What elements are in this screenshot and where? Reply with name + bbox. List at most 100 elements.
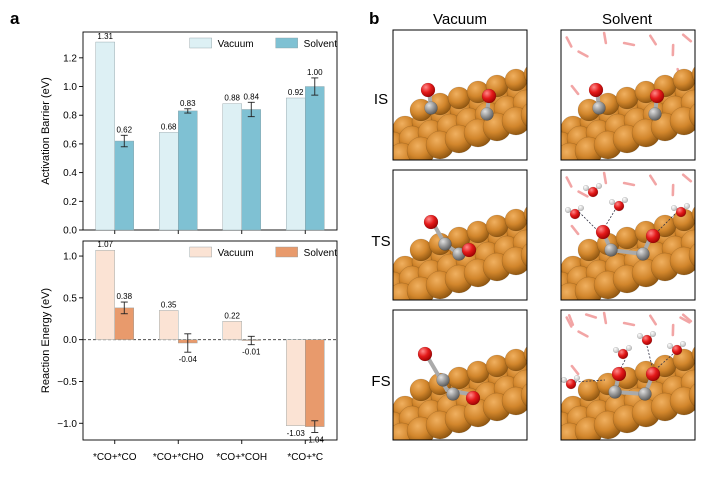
- column-header-vacuum: Vacuum: [433, 11, 487, 28]
- water-molecule: [681, 313, 693, 323]
- copper-atom: [409, 378, 433, 402]
- legend-swatch-solvent: [275, 246, 298, 258]
- oxygen-atom: [423, 214, 439, 230]
- copper-atom: [523, 206, 527, 222]
- structure-frame: [392, 29, 528, 161]
- copper-atom: [520, 383, 527, 407]
- copper-atom: [688, 103, 695, 127]
- carbon-atom: [438, 237, 452, 251]
- carbon-atom: [608, 385, 622, 399]
- data-label: 1.31: [97, 32, 113, 41]
- data-label: 1.00: [307, 68, 323, 77]
- copper-atom: [577, 378, 601, 402]
- hydrogen-atom: [583, 184, 590, 191]
- hydrogen-bond: [654, 353, 674, 371]
- water-molecule: [565, 36, 573, 48]
- structure-vacuum-is: [393, 30, 527, 160]
- water-molecule: [584, 313, 598, 319]
- y-tick-label: −0.5: [57, 377, 77, 388]
- structure-frame: [560, 309, 696, 441]
- data-label: -0.01: [242, 348, 261, 357]
- data-label: -0.04: [179, 355, 198, 364]
- data-label: 0.62: [116, 125, 132, 134]
- oxygen-atom: [645, 228, 661, 244]
- structure-vacuum-ts: [393, 170, 527, 300]
- data-label: 0.68: [161, 122, 177, 131]
- copper-atom: [504, 348, 527, 372]
- oxygen-atom: [588, 82, 604, 98]
- y-tick-label: 0.6: [63, 139, 77, 150]
- oxygen-atom: [611, 366, 627, 382]
- structure-frame: [560, 169, 696, 301]
- y-axis-label: Reaction Energy (eV): [40, 288, 52, 393]
- water-oxygen-atom: [587, 186, 599, 198]
- bar-solvent: [114, 140, 134, 231]
- data-label: -1.03: [287, 429, 306, 438]
- copper-atom: [501, 106, 527, 136]
- water-molecule: [679, 316, 691, 324]
- row-label-is: IS: [374, 91, 388, 108]
- hydrogen-bond: [646, 345, 654, 371]
- hydrogen-bond: [578, 211, 598, 231]
- bar-solvent: [305, 339, 325, 427]
- water-oxygen-atom: [675, 206, 687, 218]
- y-tick-label: 1.0: [63, 252, 77, 263]
- panel-b-label: b: [369, 9, 379, 28]
- structure-vacuum-fs: [393, 310, 527, 440]
- bar-solvent: [305, 86, 325, 231]
- oxygen-atom: [420, 82, 436, 98]
- oxygen-atom: [649, 88, 665, 104]
- legend-label-solvent: Solvent: [304, 39, 338, 50]
- y-tick-label: 0.2: [63, 197, 77, 208]
- water-molecule: [577, 190, 589, 198]
- bar-vacuum: [95, 249, 115, 340]
- water-oxygen-atom: [565, 378, 577, 390]
- water-molecule: [648, 174, 658, 186]
- copper-atom: [501, 386, 527, 416]
- water-molecule: [681, 173, 693, 183]
- water-oxygen-atom: [569, 208, 581, 220]
- data-label: 0.92: [288, 88, 304, 97]
- copper-atom: [691, 206, 695, 222]
- data-label: -1.04: [306, 435, 325, 444]
- hydrogen-atom: [637, 333, 644, 340]
- x-tick-label: *CO+*COH: [216, 452, 267, 463]
- hydrogen-atom: [596, 182, 603, 189]
- x-tick-label: *CO+*CO: [93, 452, 137, 463]
- copper-atom: [669, 246, 695, 276]
- carbon-atom: [446, 387, 460, 401]
- bar-vacuum: [222, 321, 242, 340]
- hydrogen-atom: [680, 341, 687, 348]
- carbon-atom: [436, 373, 450, 387]
- data-label: 0.22: [224, 311, 240, 320]
- hydrogen-atom: [561, 377, 568, 384]
- data-label: 0.38: [116, 292, 132, 301]
- copper-atom: [672, 68, 695, 92]
- legend-label-vacuum: Vacuum: [218, 39, 254, 50]
- plot-frame: [82, 31, 338, 231]
- water-molecule: [570, 364, 580, 376]
- water-molecule: [570, 224, 580, 236]
- structure-frame: [560, 29, 696, 161]
- hydrogen-atom: [574, 375, 581, 382]
- water-oxygen-atom: [671, 344, 683, 356]
- plot-frame: [82, 240, 338, 441]
- data-label: 1.07: [97, 240, 113, 249]
- copper-atom: [447, 86, 471, 110]
- hydrogen-atom: [667, 343, 674, 350]
- bar-vacuum: [286, 97, 306, 231]
- structures-panel: Vacuum Solvent IS TS FS: [371, 11, 696, 441]
- copper-atom: [504, 208, 527, 232]
- bar-vacuum: [286, 339, 306, 426]
- y-tick-label: 0.5: [63, 293, 77, 304]
- copper-atom: [447, 366, 471, 390]
- copper-atom: [669, 106, 695, 136]
- water-molecule: [648, 314, 658, 326]
- bar-vacuum: [158, 310, 179, 340]
- y-tick-label: −1.0: [57, 419, 77, 430]
- bar-solvent: [241, 109, 261, 231]
- copper-atom: [669, 386, 695, 416]
- carbon-atom: [636, 247, 650, 261]
- copper-atom: [615, 86, 639, 110]
- bar-vacuum: [222, 103, 242, 231]
